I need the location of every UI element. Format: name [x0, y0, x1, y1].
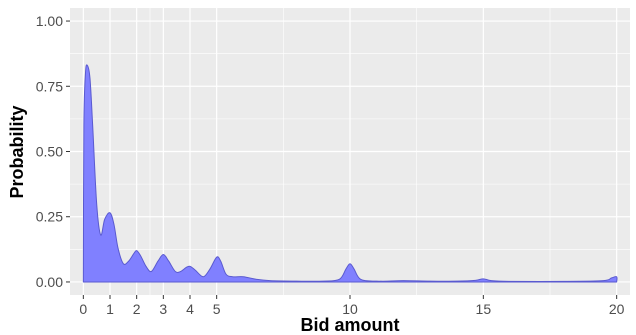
x-tick-label: 5 — [213, 301, 221, 317]
y-tick-label: 0.75 — [36, 78, 63, 94]
y-tick-label: 0.00 — [36, 274, 63, 290]
density-series — [82, 64, 618, 283]
x-tick-label: 0 — [79, 301, 87, 317]
density-area — [82, 64, 618, 283]
x-tick-label: 4 — [186, 301, 194, 317]
x-axis-title: Bid amount — [301, 315, 400, 335]
y-axis-title: Probability — [7, 105, 27, 198]
y-tick-label: 0.50 — [36, 144, 63, 160]
x-axis-ticks: 0 1 2 3 4 5 10 15 20 — [79, 295, 625, 317]
y-axis-ticks: 0.00 0.25 0.50 0.75 1.00 — [36, 13, 70, 290]
x-tick-label: 20 — [609, 301, 625, 317]
x-tick-label: 2 — [133, 301, 141, 317]
x-tick-label: 10 — [342, 301, 358, 317]
x-tick-label: 3 — [159, 301, 167, 317]
y-tick-label: 1.00 — [36, 13, 63, 29]
x-tick-label: 1 — [106, 301, 114, 317]
x-tick-label: 15 — [476, 301, 492, 317]
y-tick-label: 0.25 — [36, 209, 63, 225]
